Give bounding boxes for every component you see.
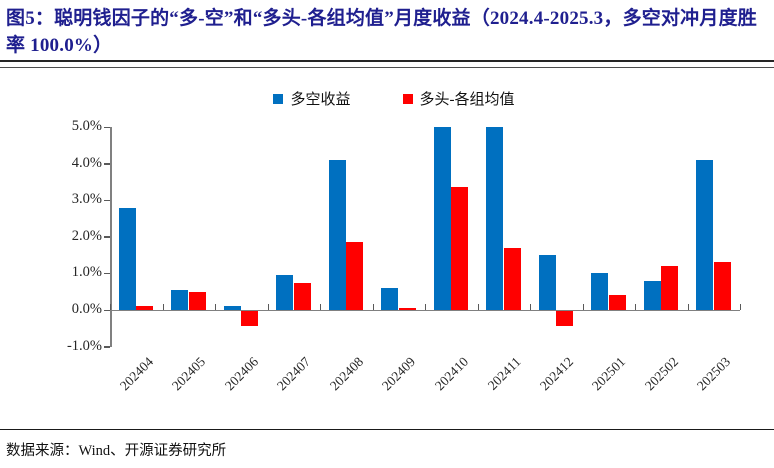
legend-label-long-short: 多空收益: [290, 92, 351, 108]
y-axis-tick-label: 1.0%: [71, 264, 102, 281]
bar-202411-red: [503, 247, 521, 310]
y-axis-line: [110, 127, 112, 347]
x-axis-tick: [582, 304, 584, 310]
bar-202404-red: [136, 306, 154, 310]
y-axis-tick: [104, 236, 110, 238]
y-axis-tick-label: 3.0%: [71, 191, 102, 208]
y-axis-tick-label: 0.0%: [71, 301, 102, 317]
bar-202501-red: [608, 295, 626, 310]
bar-202410-blue: [433, 127, 451, 310]
x-axis-tick: [530, 304, 531, 310]
x-axis-tick: [740, 304, 741, 310]
bar-202408-blue: [328, 159, 346, 310]
x-axis-label-202501: 202501: [589, 353, 629, 393]
x-axis-tick: [687, 304, 689, 310]
x-axis-label-202411: 202411: [484, 353, 524, 393]
x-axis-label-202404: 202404: [116, 353, 156, 393]
x-axis-label-202408: 202408: [326, 353, 366, 393]
plot-area: 5.0% 4.0% 3.0% 2.0% 1.0% 0.0% -1.0% 202404 20240…: [0, 115, 774, 420]
x-axis-tick: [320, 304, 321, 310]
x-axis-label-202405: 202405: [169, 353, 209, 393]
x-axis-label-202503: 202503: [694, 353, 734, 393]
x-axis-tick: [110, 304, 111, 310]
x-axis-label-202412: 202412: [536, 353, 576, 393]
bar-202405-blue: [171, 289, 189, 310]
legend-swatch-blue-icon: [273, 93, 284, 104]
bar-202412-red: [556, 311, 574, 326]
y-axis-tick-label: 5.0%: [71, 118, 102, 134]
x-axis-tick: [477, 304, 479, 310]
y-axis-tick: [104, 272, 110, 275]
x-axis-label-202502: 202502: [641, 353, 681, 393]
x-axis-tick: [372, 304, 374, 310]
y-axis-tick: [104, 126, 110, 128]
data-source: 数据来源：Wind、开源证券研究所: [6, 443, 227, 459]
x-axis-tick: [635, 304, 636, 310]
bar-202501-blue: [591, 273, 609, 310]
y-axis-tick: [104, 199, 110, 202]
y-axis-tick: [104, 163, 110, 165]
bar-202406-red: [241, 311, 259, 326]
bar-202408-red: [346, 242, 364, 310]
y-axis-tick: [104, 309, 110, 311]
chart-legend: 多空收益 多头-各组均值: [0, 88, 774, 109]
bar-202405-red: [188, 291, 206, 310]
bar-202404-blue: [118, 207, 136, 310]
legend-swatch-red-icon: [402, 93, 413, 104]
y-axis-tick-label: -1.0%: [66, 337, 102, 354]
bar-202411-blue: [486, 127, 504, 310]
legend-label-long-minus-avg: 多头-各组均值: [419, 92, 515, 108]
title-divider: [0, 60, 774, 68]
x-axis-label-202406: 202406: [221, 353, 261, 393]
bar-202407-red: [293, 282, 311, 310]
bar-202406-blue: [223, 306, 241, 310]
bar-202410-red: [451, 187, 469, 310]
x-axis-tick: [267, 304, 269, 310]
figure-title: 图5：聪明钱因子的“多-空”和“多头-各组均值”月度收益（2024.4-2025…: [6, 8, 757, 56]
y-axis-tick-label: 4.0%: [71, 154, 102, 171]
x-axis-line: [110, 309, 740, 311]
x-axis-tick: [215, 304, 216, 310]
bar-202407-blue: [276, 275, 294, 310]
x-axis-tick: [162, 304, 164, 310]
legend-item-long-short: 多空收益: [273, 88, 351, 109]
bar-202502-blue: [643, 280, 661, 310]
y-axis-tick-label: 2.0%: [71, 227, 102, 244]
x-axis-tick: [425, 304, 426, 310]
bar-202502-red: [661, 266, 679, 310]
y-axis-tick: [104, 346, 110, 348]
bar-202503-red: [713, 262, 731, 310]
bar-202503-blue: [696, 159, 714, 310]
bar-202412-blue: [538, 255, 556, 310]
legend-item-long-minus-avg: 多头-各组均值: [402, 88, 515, 109]
footer-divider: [0, 429, 774, 430]
x-axis-label-202407: 202407: [274, 353, 314, 393]
bar-202409-red: [398, 308, 416, 310]
bar-202409-blue: [381, 288, 399, 310]
x-axis-label-202410: 202410: [431, 353, 471, 393]
x-axis-label-202409: 202409: [379, 353, 419, 393]
